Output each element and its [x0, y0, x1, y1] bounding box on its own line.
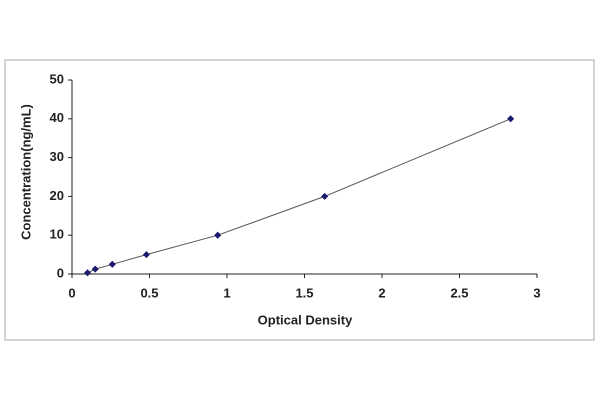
chart-frame: [4, 59, 595, 341]
y-tick-label: 10: [50, 227, 64, 242]
point: [321, 192, 329, 200]
x-tick-label: 0: [68, 285, 75, 300]
x-tick-label: 1.5: [295, 285, 313, 300]
y-tick-label: 0: [57, 265, 64, 280]
y-axis-title: Concentration(ng/mL): [18, 104, 33, 240]
y-tick-label: 50: [50, 71, 64, 86]
y-tick-label: 30: [50, 149, 64, 164]
x-tick-label: 0.5: [140, 285, 158, 300]
point: [214, 231, 222, 239]
point: [108, 260, 116, 268]
x-tick-label: 2.5: [450, 285, 468, 300]
point: [91, 265, 99, 273]
x-tick-label: 2: [378, 285, 385, 300]
x-axis-title: Optical Density: [258, 312, 353, 327]
x-tick-label: 3: [533, 285, 540, 300]
x-tick-label: 1: [223, 285, 230, 300]
y-tick-label: 20: [50, 188, 64, 203]
point: [142, 251, 150, 259]
y-tick-label: 40: [50, 110, 64, 125]
point: [83, 269, 92, 277]
